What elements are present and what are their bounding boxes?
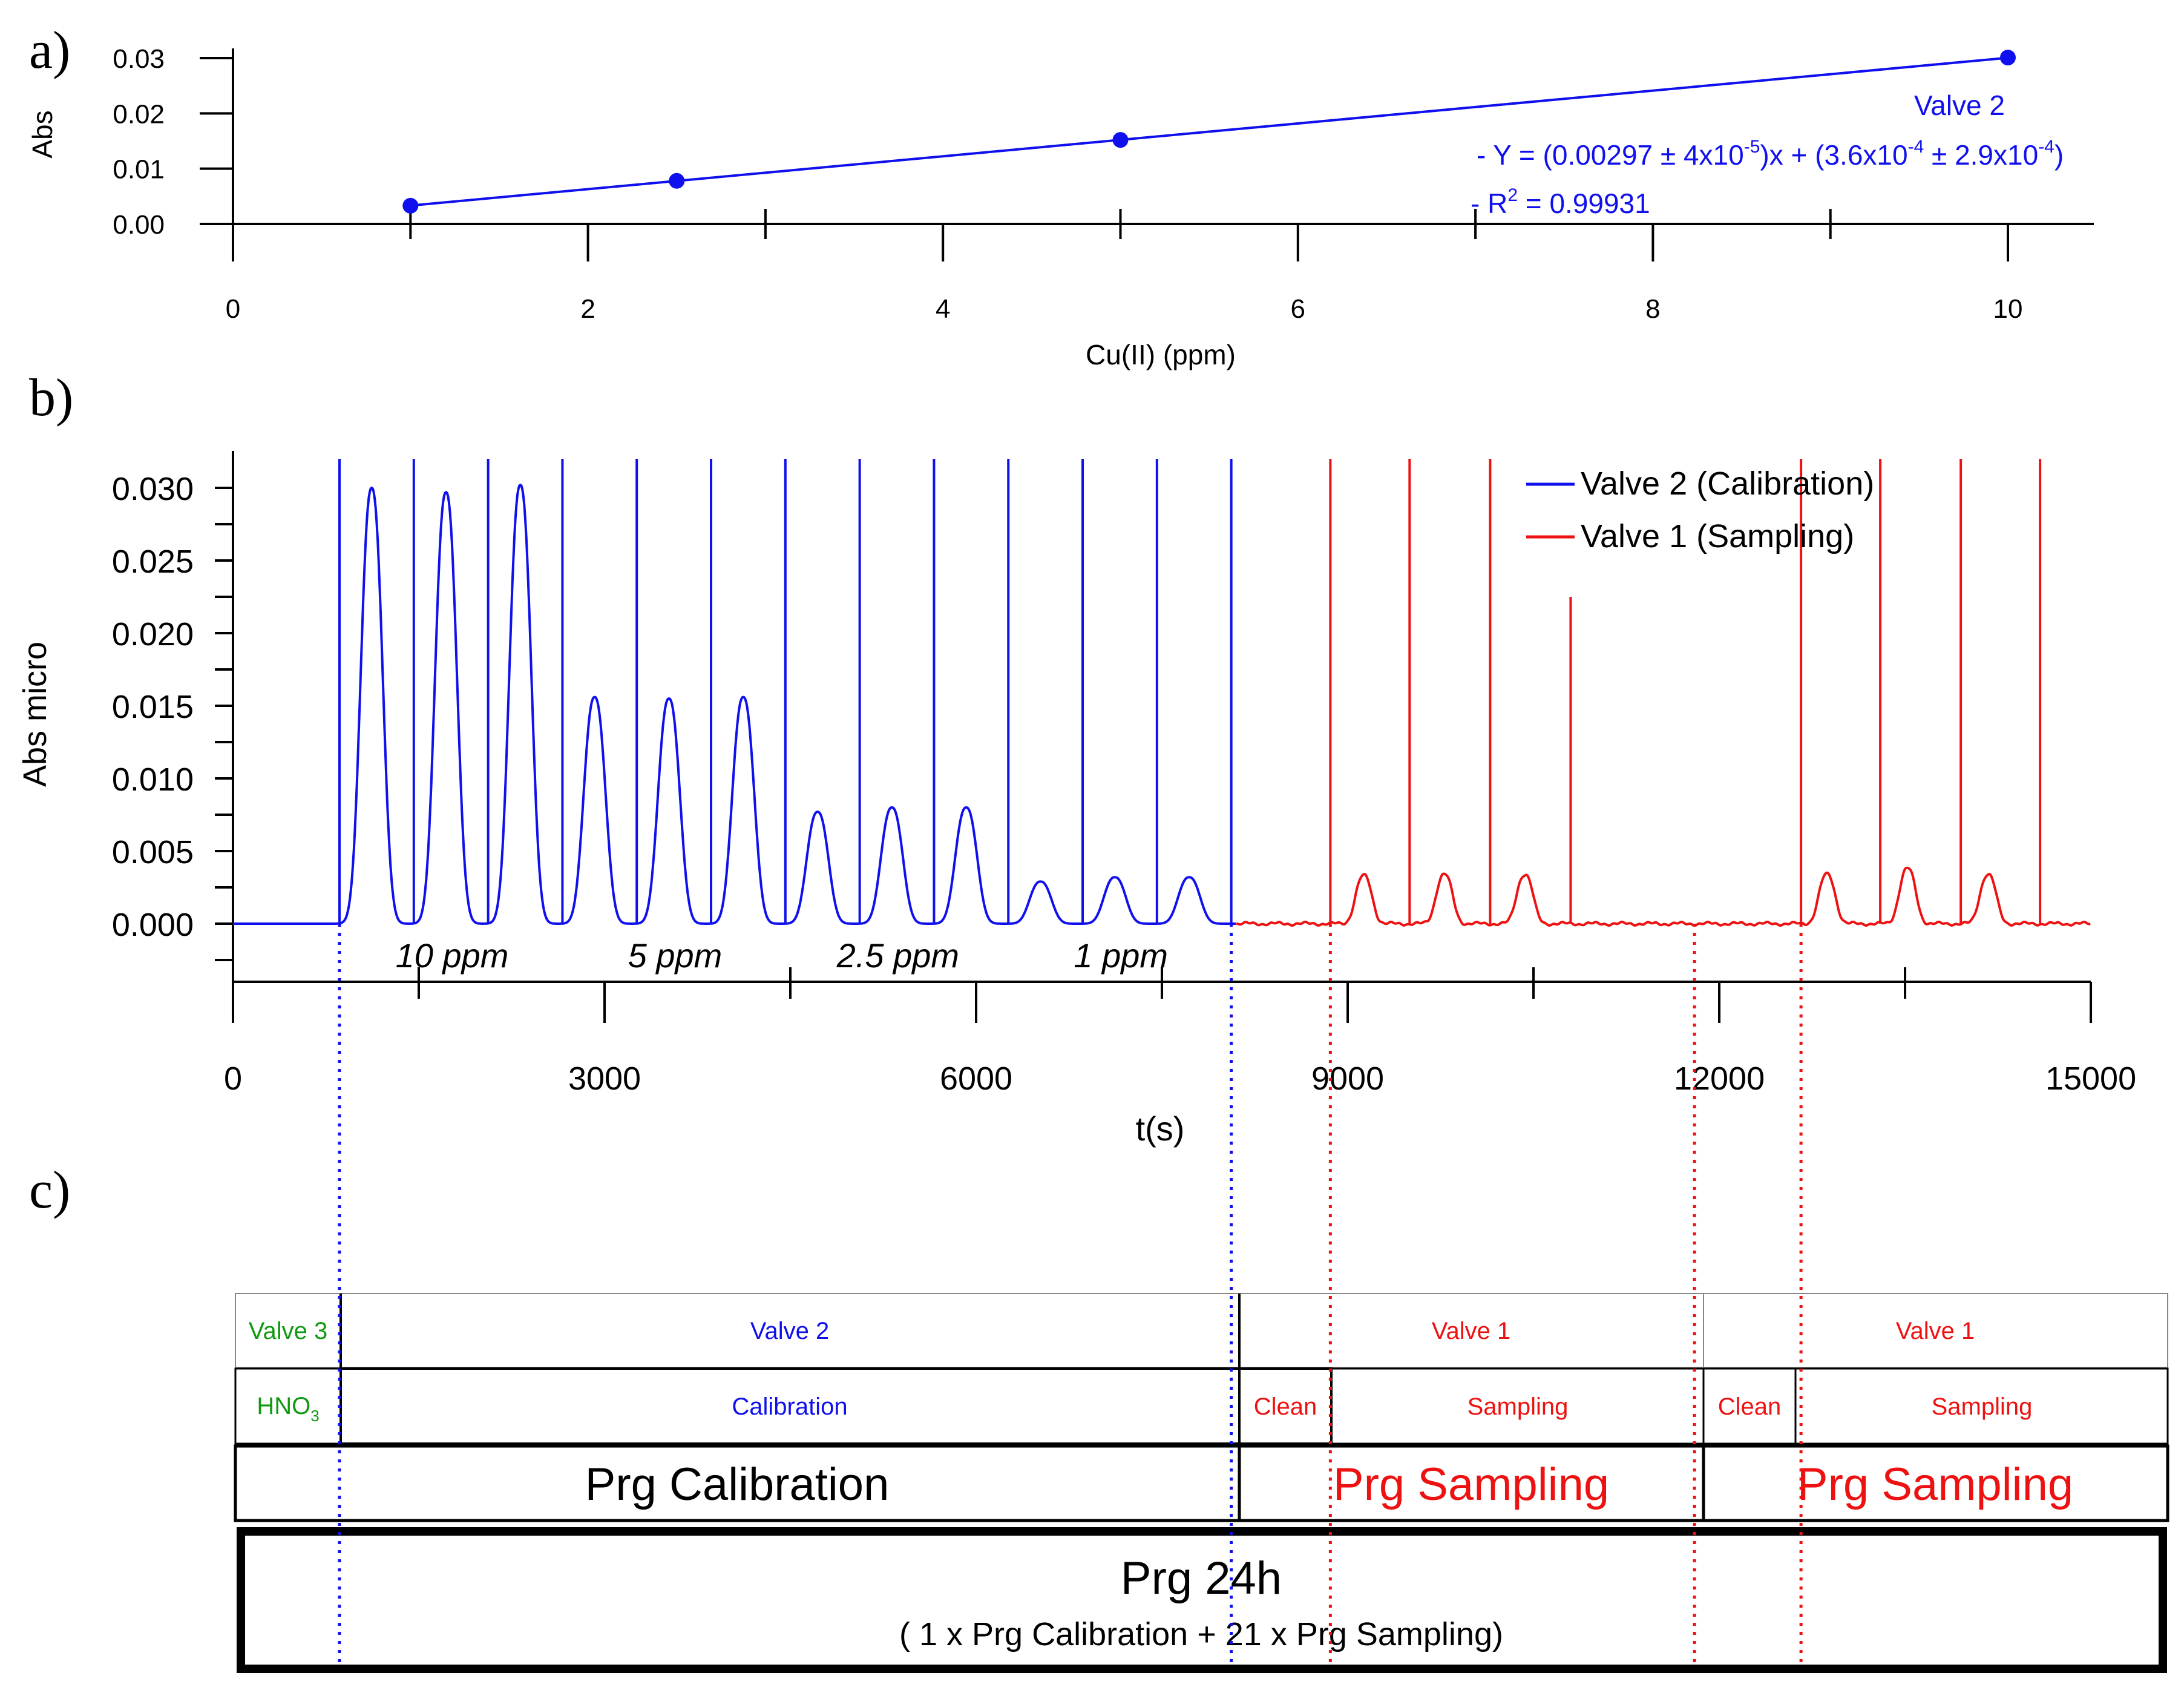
panel-a-data-point bbox=[402, 197, 419, 214]
valve2-label: Valve 2 bbox=[750, 1318, 829, 1344]
panel-a-data-point bbox=[669, 173, 685, 189]
panel-b-x-ticks: 0 3000 6000 9000 12000 15000 bbox=[224, 967, 2136, 1097]
sampling-label-b: Sampling bbox=[1932, 1393, 2033, 1420]
panel-b-data bbox=[233, 459, 2091, 927]
panel-b-x-tick-label: 3000 bbox=[568, 1060, 641, 1097]
panel-b-concentration-labels: 10 ppm 5 ppm 2.5 ppm 1 ppm bbox=[396, 936, 1168, 975]
panel-b-x-tick-label: 6000 bbox=[940, 1060, 1012, 1097]
panel-b-y-tick-label: 0.020 bbox=[112, 616, 194, 653]
valve1-label-a: Valve 1 bbox=[1432, 1318, 1510, 1344]
panel-a-x-ticks: 0 2 4 6 8 10 bbox=[226, 209, 2023, 324]
valve3-label: Valve 3 bbox=[249, 1318, 327, 1344]
panel-a-x-label: Cu(II) (ppm) bbox=[1086, 339, 1236, 370]
dotted-time-markers bbox=[338, 924, 1803, 1668]
panel-a-data bbox=[402, 50, 2016, 214]
panel-a-x-tick-label: 10 bbox=[1993, 294, 2023, 324]
prg-sampling-cell-b bbox=[1702, 1444, 2169, 1522]
panel-c-schedule: Valve 3 Valve 2 Valve 1 Valve 1 HNO3 Cal… bbox=[234, 1293, 2169, 1673]
panel-b-concentration-label: 2.5 ppm bbox=[836, 936, 959, 975]
sampling-cell-b bbox=[1794, 1367, 2169, 1445]
panel-b-y-tick-label: 0.005 bbox=[112, 834, 194, 870]
panel-b-y-tick-label: 0.030 bbox=[112, 471, 194, 507]
panel-a-x-tick-label: 8 bbox=[1645, 294, 1660, 324]
legend-label-calibration: Valve 2 (Calibration) bbox=[1581, 465, 1874, 502]
panel-a-y-tick-label: 0.03 bbox=[113, 44, 165, 74]
panel-c-label: c) bbox=[29, 1161, 70, 1220]
prg-sampling-label-a: Prg Sampling bbox=[1333, 1459, 1609, 1510]
panel-b-concentration-label: 1 ppm bbox=[1074, 936, 1168, 975]
panel-a-data-point bbox=[1112, 132, 1129, 148]
panel-b-trace-sampling bbox=[1236, 866, 2091, 927]
panel-b-x-tick-label: 12000 bbox=[1674, 1060, 1765, 1097]
panel-a-x-tick-label: 0 bbox=[226, 294, 240, 324]
panel-b-x-tick-label: 0 bbox=[224, 1060, 242, 1097]
panel-a-fit-equation: - Y = (0.00297 ± 4x10-5)x + (3.6x10-4 ± … bbox=[1477, 137, 2064, 171]
prg-calibration-label: Prg Calibration bbox=[585, 1459, 890, 1510]
panel-b-label: b) bbox=[29, 369, 73, 427]
panel-b-x-label: t(s) bbox=[1136, 1110, 1185, 1148]
panel-b-legend: Valve 2 (Calibration) Valve 1 (Sampling) bbox=[1526, 465, 1874, 554]
panel-b-concentration-label: 10 ppm bbox=[396, 936, 509, 975]
panel-a-data-point bbox=[2000, 50, 2016, 66]
panel-b-chart: 0.000 0.005 0.010 0.015 0.020 0.025 0.030 0 300… bbox=[17, 451, 2136, 1148]
panel-b-y-tick-label: 0.000 bbox=[112, 907, 194, 943]
panel-b-trace-calibration bbox=[233, 483, 1236, 926]
panel-b-concentration-label: 5 ppm bbox=[628, 936, 723, 975]
panel-b-x-tick-label: 15000 bbox=[2045, 1060, 2136, 1097]
panel-b-x-tick-label: 9000 bbox=[1311, 1060, 1384, 1097]
panel-a-x-tick-label: 6 bbox=[1291, 294, 1305, 324]
legend-label-sampling: Valve 1 (Sampling) bbox=[1581, 518, 1854, 554]
panel-b-y-ticks: 0.000 0.005 0.010 0.015 0.020 0.025 0.030 bbox=[112, 471, 233, 961]
panel-a-chart: 0.00 0.01 0.02 0.03 0 2 4 6 8 10 Abs Cu(II) (ppm… bbox=[27, 44, 2094, 370]
sampling-label-a: Sampling bbox=[1467, 1393, 1569, 1420]
panel-a-y-label: Abs bbox=[27, 110, 58, 158]
calibration-label: Calibration bbox=[732, 1393, 847, 1420]
panel-a-label: a) bbox=[29, 21, 70, 80]
panel-a-x-tick-label: 4 bbox=[936, 294, 950, 324]
valve1-label-b: Valve 1 bbox=[1896, 1318, 1975, 1344]
clean-label-b: Clean bbox=[1718, 1393, 1782, 1420]
panel-b-y-tick-label: 0.010 bbox=[112, 761, 194, 798]
panel-a-y-tick-label: 0.02 bbox=[113, 99, 165, 129]
valve1-cell-b bbox=[1703, 1293, 2168, 1368]
panel-a-annotation-title: Valve 2 bbox=[1914, 90, 2005, 121]
panel-a-r-squared: - R2 = 0.99931 bbox=[1471, 185, 1650, 219]
panel-b-y-tick-label: 0.015 bbox=[112, 689, 194, 725]
panel-a-y-ticks: 0.00 0.01 0.02 0.03 bbox=[113, 44, 233, 240]
panel-a-fit-line bbox=[410, 56, 2009, 207]
prg-24h-sublabel: ( 1 x Prg Calibration + 21 x Prg Samplin… bbox=[899, 1616, 1503, 1652]
panel-b-y-tick-label: 0.025 bbox=[112, 544, 194, 580]
panel-a-x-tick-label: 2 bbox=[580, 294, 595, 324]
panel-a-y-tick-label: 0.00 bbox=[113, 210, 165, 240]
prg-24h-label: Prg 24h bbox=[1121, 1553, 1282, 1604]
clean-label-a: Clean bbox=[1254, 1393, 1317, 1420]
prg-24h-cell bbox=[237, 1527, 2167, 1673]
hno3-label: HNO3 bbox=[257, 1393, 319, 1425]
panel-b-y-label: Abs micro bbox=[17, 642, 53, 787]
prg-sampling-label-b: Prg Sampling bbox=[1797, 1459, 2073, 1510]
panel-a-y-tick-label: 0.01 bbox=[113, 155, 165, 185]
